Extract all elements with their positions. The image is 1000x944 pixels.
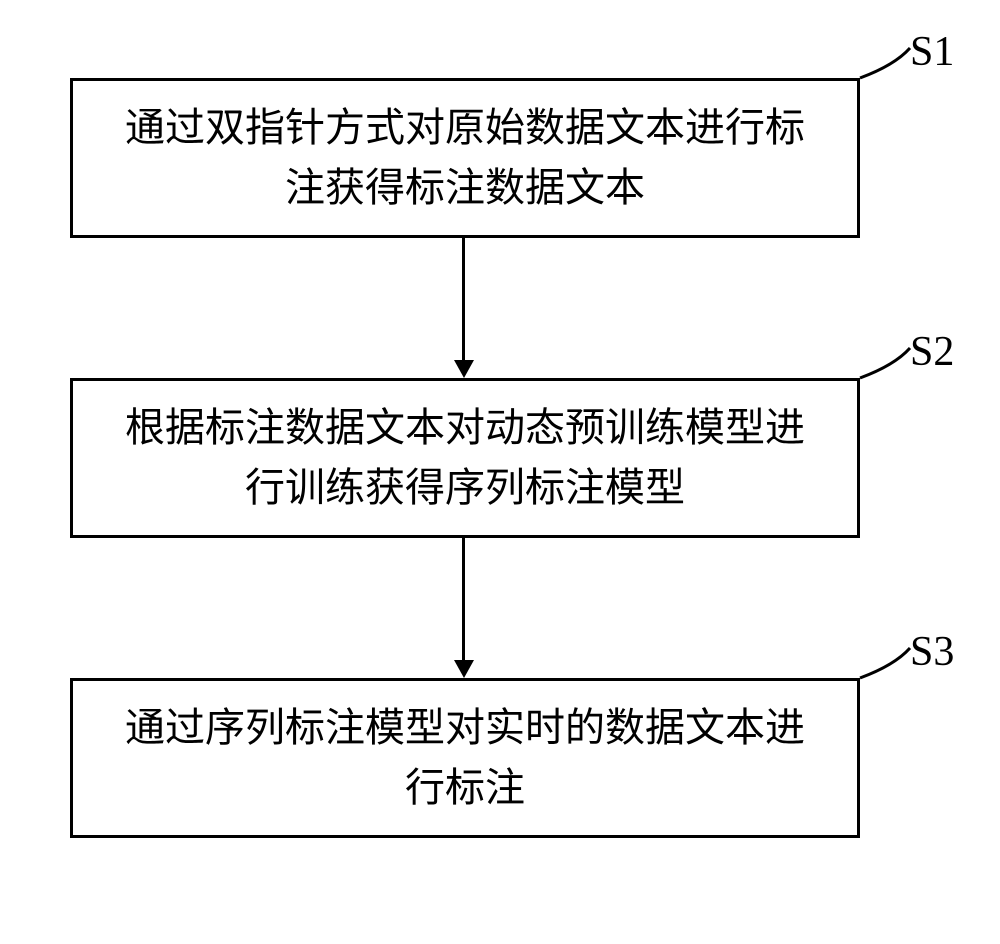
node-s2-line2: 行训练获得序列标注模型 bbox=[245, 465, 685, 510]
flowchart-node-s1: 通过双指针方式对原始数据文本进行标 注获得标注数据文本 bbox=[70, 78, 860, 238]
label-s1: S1 bbox=[910, 28, 954, 76]
callout-line-s1 bbox=[855, 43, 915, 83]
node-text-s2: 根据标注数据文本对动态预训练模型进 行训练获得序列标注模型 bbox=[125, 398, 805, 518]
flowchart-node-s3: 通过序列标注模型对实时的数据文本进 行标注 bbox=[70, 678, 860, 838]
node-text-s1: 通过双指针方式对原始数据文本进行标 注获得标注数据文本 bbox=[125, 98, 805, 218]
node-text-s3: 通过序列标注模型对实时的数据文本进 行标注 bbox=[125, 698, 805, 818]
flowchart-container: 通过双指针方式对原始数据文本进行标 注获得标注数据文本 S1 根据标注数据文本对… bbox=[0, 0, 1000, 944]
callout-line-s2 bbox=[855, 343, 915, 383]
arrow-head-icon bbox=[454, 660, 474, 678]
arrow-line-icon bbox=[462, 538, 465, 663]
node-s3-line2: 行标注 bbox=[405, 765, 525, 810]
node-s1-line2: 注获得标注数据文本 bbox=[285, 165, 645, 210]
flowchart-node-s2: 根据标注数据文本对动态预训练模型进 行训练获得序列标注模型 bbox=[70, 378, 860, 538]
arrow-s1-s2 bbox=[462, 238, 482, 378]
arrow-line-icon bbox=[462, 238, 465, 363]
arrow-s2-s3 bbox=[462, 538, 482, 678]
node-s3-line1: 通过序列标注模型对实时的数据文本进 bbox=[125, 705, 805, 750]
arrow-head-icon bbox=[454, 360, 474, 378]
callout-line-s3 bbox=[855, 643, 915, 683]
label-s3: S3 bbox=[910, 628, 954, 676]
label-s2: S2 bbox=[910, 328, 954, 376]
node-s1-line1: 通过双指针方式对原始数据文本进行标 bbox=[125, 105, 805, 150]
node-s2-line1: 根据标注数据文本对动态预训练模型进 bbox=[125, 405, 805, 450]
